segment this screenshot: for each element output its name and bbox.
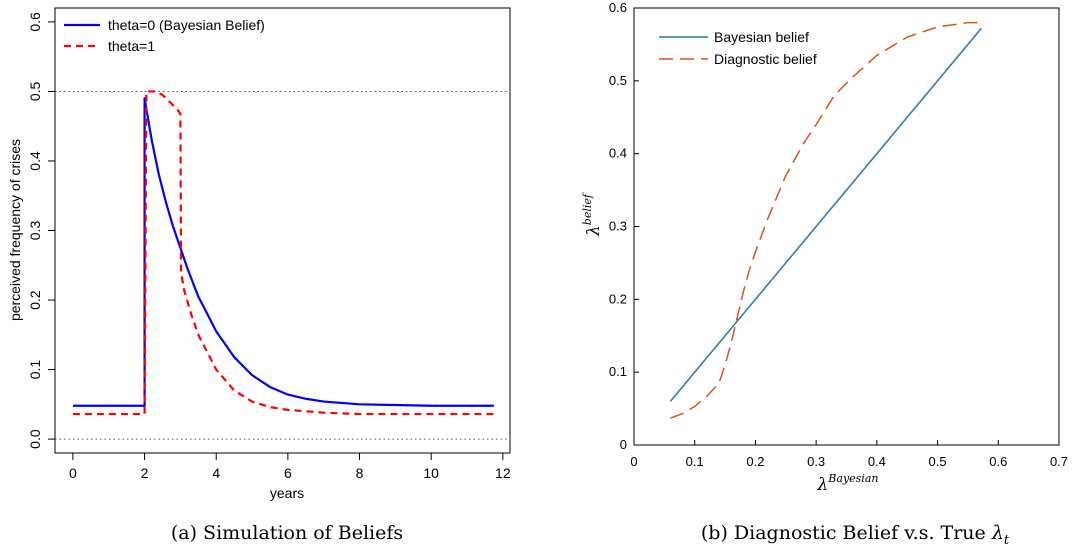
y-tick-label: 0.5 — [27, 81, 43, 101]
y-axis-b: 0 0.1 0.2 0.3 0.4 0.5 0.6 — [609, 0, 639, 452]
chart-diagnostic-vs-true: 0 0.1 0.2 0.3 0.4 0.5 0.6 0.7 00.10.20.30.40.50… — [581, 0, 1068, 548]
series-group-b — [669, 21, 982, 419]
legend-label-theta1: theta=1 — [108, 38, 155, 54]
x-tick-label: 0.2 — [746, 454, 764, 469]
series-line-0 — [669, 27, 982, 402]
y-tick-label: 0.3 — [27, 221, 43, 241]
y-tick-label: 0.6 — [27, 12, 43, 32]
y-axis-a: 0.0 0.1 0.2 0.3 0.4 0.5 0.6 — [27, 12, 56, 449]
y-tick-label: 0.0 — [27, 429, 43, 449]
series-line-1 — [670, 21, 982, 419]
y-tick-label: 0 — [620, 437, 627, 452]
chart-simulation-of-beliefs: 0 2 4 6 8 10 12 0.0 0.1 0.2 0.3 0.4 0.5 0.6 theta=0 … — [7, 7, 511, 544]
x-tick-label: 0.4 — [868, 454, 886, 469]
legend-b: Bayesian belief Diagnostic belief — [659, 29, 817, 67]
legend-label-diagnostic: Diagnostic belief — [714, 51, 817, 67]
x-tick-label: 0 — [69, 465, 77, 481]
x-tick-label: 0.3 — [807, 454, 825, 469]
x-tick-label: 12 — [495, 465, 511, 481]
plot-frame-b — [633, 7, 1060, 446]
caption-b: (b) Diagnostic Belief v.s. True λt — [701, 522, 1010, 548]
y-tick-label: 0.6 — [609, 0, 627, 15]
y-tick-label: 0.4 — [609, 146, 627, 161]
y-axis-label-a: perceived frequency of crises — [7, 139, 23, 321]
plot-frame-a — [54, 7, 511, 454]
x-tick-label: 6 — [284, 465, 292, 481]
legend-label-bayesian: Bayesian belief — [714, 29, 809, 45]
x-tick-label: 0.5 — [929, 454, 947, 469]
caption-a: (a) Simulation of Beliefs — [171, 522, 403, 544]
series-line-0 — [72, 97, 494, 407]
x-tick-label: 0.7 — [1050, 454, 1068, 469]
legend-label-theta0: theta=0 (Bayesian Belief) — [108, 17, 265, 33]
series-group-a — [72, 90, 494, 416]
y-tick-label: 0.3 — [609, 219, 627, 234]
y-tick-label: 0.5 — [609, 73, 627, 88]
y-axis-label-b: λbelief — [581, 192, 604, 237]
series-line-1 — [72, 90, 494, 416]
x-tick-label: 2 — [141, 465, 149, 481]
x-axis-b: 0 0.1 0.2 0.3 0.4 0.5 0.6 0.7 — [630, 440, 1068, 469]
y-tick-label: 0.1 — [609, 364, 627, 379]
legend-a: theta=0 (Bayesian Belief) theta=1 — [64, 17, 265, 54]
x-axis-a: 0 2 4 6 8 10 12 — [69, 452, 511, 481]
y-tick-label: 0.2 — [27, 290, 43, 310]
y-tick-label: 0.2 — [609, 291, 627, 306]
y-tick-label: 0.4 — [27, 151, 43, 171]
y-tick-label: 0.1 — [27, 360, 43, 380]
x-tick-label: 0.6 — [989, 454, 1007, 469]
x-tick-label: 0 — [630, 454, 637, 469]
x-axis-label-b: λBayesian — [817, 472, 879, 495]
x-tick-label: 8 — [356, 465, 364, 481]
x-tick-label: 4 — [212, 465, 220, 481]
reference-lines-a — [55, 90, 510, 440]
x-tick-label: 10 — [423, 465, 439, 481]
x-tick-label: 0.1 — [686, 454, 704, 469]
x-axis-label-a: years — [270, 485, 304, 501]
